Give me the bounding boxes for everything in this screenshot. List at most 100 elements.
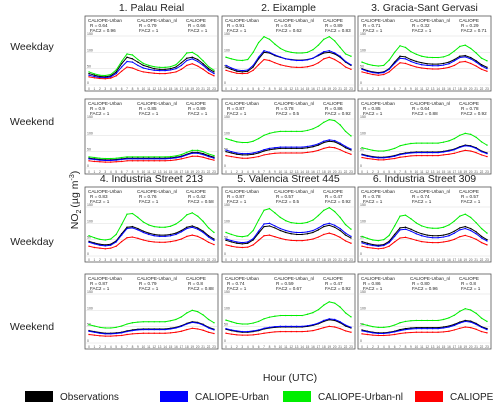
x-tick-label: 16 — [311, 345, 315, 349]
series-line-caliope — [361, 60, 488, 76]
data-point — [120, 63, 123, 65]
data-point — [344, 232, 347, 234]
data-point — [247, 152, 249, 155]
y-tick-label: 150 — [224, 32, 230, 36]
x-tick-label: 13 — [158, 345, 162, 349]
data-point — [361, 147, 363, 149]
x-tick-label: 0 — [225, 345, 227, 349]
x-tick-label: 17 — [180, 170, 184, 174]
data-point — [196, 149, 199, 152]
x-tick-label: 23 — [485, 345, 489, 349]
data-point — [263, 223, 265, 225]
data-point — [263, 327, 265, 329]
data-point — [442, 326, 445, 328]
stat-fac2: FAC2 = 1 — [90, 286, 110, 291]
data-point — [426, 64, 428, 67]
data-point — [169, 66, 172, 68]
data-point — [137, 58, 139, 61]
data-point — [301, 147, 303, 150]
data-point — [241, 243, 244, 245]
data-point — [344, 223, 347, 226]
data-point — [366, 157, 369, 160]
data-point — [475, 65, 477, 67]
data-point — [175, 64, 177, 66]
data-point — [137, 321, 139, 323]
data-point — [213, 154, 215, 157]
data-point — [247, 69, 249, 71]
data-point — [399, 227, 401, 229]
stat-r: R = 0.86 — [363, 281, 381, 286]
stat-fac2: FAC2 = 0.88 — [188, 286, 214, 291]
data-point — [333, 302, 336, 304]
x-tick-label: 20 — [469, 258, 473, 262]
series-line-caliope — [88, 327, 215, 337]
series-line-caliope-urban — [361, 56, 488, 74]
data-point — [263, 149, 265, 151]
x-tick-label: 9 — [274, 258, 276, 262]
data-point — [404, 320, 407, 323]
data-point — [486, 244, 488, 246]
data-point — [120, 156, 123, 159]
x-tick-label: 2 — [99, 170, 101, 174]
x-tick-label: 8 — [405, 345, 407, 349]
stat-r: R = 0.6 — [276, 23, 291, 28]
x-tick-label: 5 — [115, 345, 117, 349]
data-point — [279, 56, 282, 58]
data-point — [437, 151, 439, 154]
data-point — [388, 59, 390, 61]
stat-model-name: CALIOPE — [323, 18, 343, 23]
legend: Observations CALIOPE-Urban CALIOPE-Urban… — [25, 391, 494, 403]
stat-fac2: FAC2 = 1 — [188, 28, 208, 33]
data-point — [388, 332, 390, 334]
x-tick-label: 19 — [327, 258, 331, 262]
data-point — [88, 240, 90, 242]
y-tick-label: 100 — [224, 219, 230, 223]
data-point — [464, 326, 466, 328]
data-point — [175, 331, 177, 333]
stat-fac2: FAC2 = 1 — [227, 199, 247, 204]
stat-r: R = 0.74 — [412, 194, 430, 199]
data-point — [393, 225, 396, 227]
data-point — [366, 242, 369, 244]
data-point — [306, 66, 309, 68]
x-tick-label: 4 — [110, 345, 112, 349]
stat-r: R = 0.66 — [188, 23, 206, 28]
x-tick-label: 5 — [252, 87, 254, 91]
data-point — [459, 322, 461, 324]
data-point — [148, 232, 150, 234]
data-point — [274, 131, 276, 133]
data-point — [213, 159, 215, 161]
data-point — [175, 239, 177, 242]
stat-model-name: CALIOPE-Urban — [88, 18, 122, 23]
x-tick-label: 23 — [349, 345, 353, 349]
x-tick-label: 3 — [241, 170, 243, 174]
data-point — [268, 147, 271, 150]
series-line-caliope — [88, 155, 215, 163]
stat-r: R = 0.57 — [461, 194, 479, 199]
y-tick-label: 150 — [360, 203, 366, 207]
data-point — [350, 135, 352, 137]
y-tick-label: 0 — [224, 252, 226, 256]
stat-r: R = 0.57 — [276, 194, 294, 199]
data-point — [431, 142, 434, 144]
data-point — [448, 325, 450, 327]
series-line-caliope — [361, 326, 488, 336]
x-tick-label: 6 — [394, 258, 396, 262]
x-tick-label: 15 — [442, 258, 446, 262]
data-point — [164, 66, 166, 69]
x-tick-label: 13 — [158, 170, 162, 174]
data-point — [317, 44, 320, 46]
x-tick-label: 11 — [420, 170, 424, 174]
data-point — [393, 62, 396, 65]
x-tick-label: 18 — [322, 258, 326, 262]
data-point — [268, 326, 271, 329]
data-point — [475, 328, 477, 330]
data-point — [274, 315, 276, 317]
data-point — [88, 72, 90, 75]
data-point — [104, 239, 107, 241]
data-point — [213, 231, 215, 234]
data-point — [247, 141, 249, 144]
data-point — [247, 235, 249, 237]
